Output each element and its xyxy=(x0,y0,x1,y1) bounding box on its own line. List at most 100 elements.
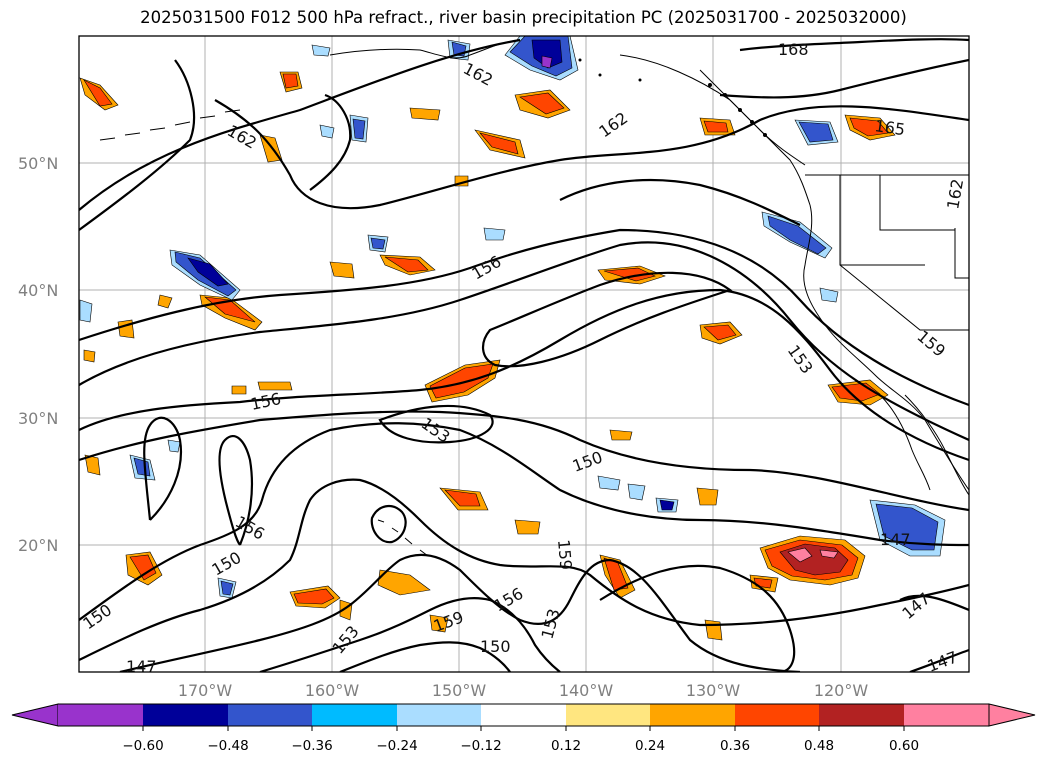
colorbar-bin xyxy=(312,704,397,726)
negative-patch xyxy=(541,55,553,69)
positive-patch xyxy=(514,519,541,535)
negative-patch xyxy=(798,121,834,143)
negative-patch xyxy=(167,439,181,453)
colorbar-bin xyxy=(819,704,904,726)
longitude-labels: 170°W 160°W 150°W 140°W 130°W 120°W xyxy=(178,681,869,700)
negative-patch xyxy=(187,257,229,287)
lon-label-140w: 140°W xyxy=(559,681,614,700)
colorbar-tick-label: 0.36 xyxy=(720,738,750,754)
lon-label-130w: 130°W xyxy=(686,681,741,700)
contour-line xyxy=(739,38,969,52)
colorbar-bin xyxy=(481,704,566,726)
lon-label-150w: 150°W xyxy=(432,681,487,700)
colorbar-tick-label: 0.24 xyxy=(635,738,665,754)
positive-patch xyxy=(282,73,299,89)
lon-label-170w: 170°W xyxy=(178,681,233,700)
positive-patch xyxy=(83,79,113,107)
positive-patch xyxy=(409,107,441,121)
negative-patch xyxy=(319,124,335,139)
positive-patch xyxy=(157,294,173,309)
contour-line xyxy=(79,410,969,512)
coastlines xyxy=(99,39,969,557)
positive-patch xyxy=(704,619,723,641)
negative-patch xyxy=(597,475,621,491)
positive-patch xyxy=(293,588,335,605)
map-title: 2025031500 F012 500 hPa refract., river … xyxy=(140,8,907,27)
colorbar-bin xyxy=(650,704,735,726)
contour-line xyxy=(482,271,733,368)
state-border xyxy=(839,264,969,331)
colorbar-bin xyxy=(58,704,143,726)
colorbar-bin xyxy=(566,704,650,726)
alaska-coast xyxy=(329,39,521,59)
contour-line xyxy=(719,58,969,99)
colorbar-extend-min xyxy=(11,703,59,727)
contour-label: 165 xyxy=(873,116,906,139)
positive-patch xyxy=(849,117,889,137)
colorbar-tick-label: 0.60 xyxy=(889,738,919,754)
colorbar-tick-label: −0.12 xyxy=(460,738,501,754)
contour-line xyxy=(79,38,521,211)
contour-line xyxy=(899,594,969,612)
contour-line xyxy=(378,404,494,444)
contour-line xyxy=(599,564,796,672)
colorbar-tick-label: −0.36 xyxy=(291,738,332,754)
negative-patch xyxy=(79,299,93,323)
colorbar-tick-label: 0.12 xyxy=(551,738,581,754)
colorbar-bin xyxy=(397,704,481,726)
colorbar-extend-max xyxy=(988,703,1036,727)
state-border xyxy=(879,175,955,231)
us-west-coast xyxy=(803,204,969,491)
map-frame xyxy=(78,35,970,673)
positive-patch xyxy=(696,487,719,506)
contour-line xyxy=(218,435,254,546)
colorbar-tick-label: −0.24 xyxy=(376,738,417,754)
positive-patch xyxy=(329,261,355,279)
positive-patch xyxy=(703,324,737,341)
lat-label-30n: 30°N xyxy=(18,409,58,428)
colorbar-ticks xyxy=(142,726,905,731)
negative-patch xyxy=(483,227,506,241)
gulf-of-california xyxy=(904,394,969,496)
negative-patch xyxy=(220,580,234,596)
positive-patch xyxy=(819,549,839,559)
map-content: 168 162 162 162 165 162 156 159 153 156 … xyxy=(79,36,969,672)
contour-line xyxy=(309,93,352,191)
lon-label-120w: 120°W xyxy=(814,681,869,700)
positive-patch xyxy=(787,547,813,563)
negative-patch xyxy=(370,237,386,250)
negative-patch xyxy=(352,118,366,140)
colorbar-bin xyxy=(228,704,312,726)
colorbar-bin xyxy=(904,704,989,726)
positive-patch xyxy=(444,489,481,507)
positive-patch xyxy=(129,554,157,581)
hawaiian-islands xyxy=(377,519,429,557)
baja-california xyxy=(879,394,931,491)
colorbar-bin xyxy=(735,704,819,726)
positive-patch xyxy=(429,614,449,633)
positive-patch xyxy=(257,381,293,391)
positive-patch xyxy=(429,363,494,399)
positive-patch xyxy=(377,569,431,596)
alaska-panhandle xyxy=(699,69,806,166)
positive-patch xyxy=(519,92,565,115)
contour-line xyxy=(79,59,196,231)
contour-line xyxy=(79,478,969,661)
colorbar-tick-label: −0.60 xyxy=(122,738,163,754)
colorbar-outline xyxy=(58,703,989,727)
positive-patch xyxy=(231,385,247,395)
negative-patch xyxy=(531,39,563,69)
contour-line xyxy=(339,641,511,672)
contour-line xyxy=(259,596,561,672)
positive-patch xyxy=(479,132,519,155)
colorbar-bin xyxy=(143,704,228,726)
positive-patch xyxy=(703,120,729,133)
aleutian-islands xyxy=(99,109,241,141)
contour-label: 147 xyxy=(880,530,911,549)
negative-patch xyxy=(767,215,827,255)
lon-label-160w: 160°W xyxy=(305,681,360,700)
colorbar: −0.60 −0.48 −0.36 −0.24 −0.12 0.12 0.24 … xyxy=(11,703,1036,754)
contour-line xyxy=(119,553,801,672)
contour-line xyxy=(214,99,969,210)
